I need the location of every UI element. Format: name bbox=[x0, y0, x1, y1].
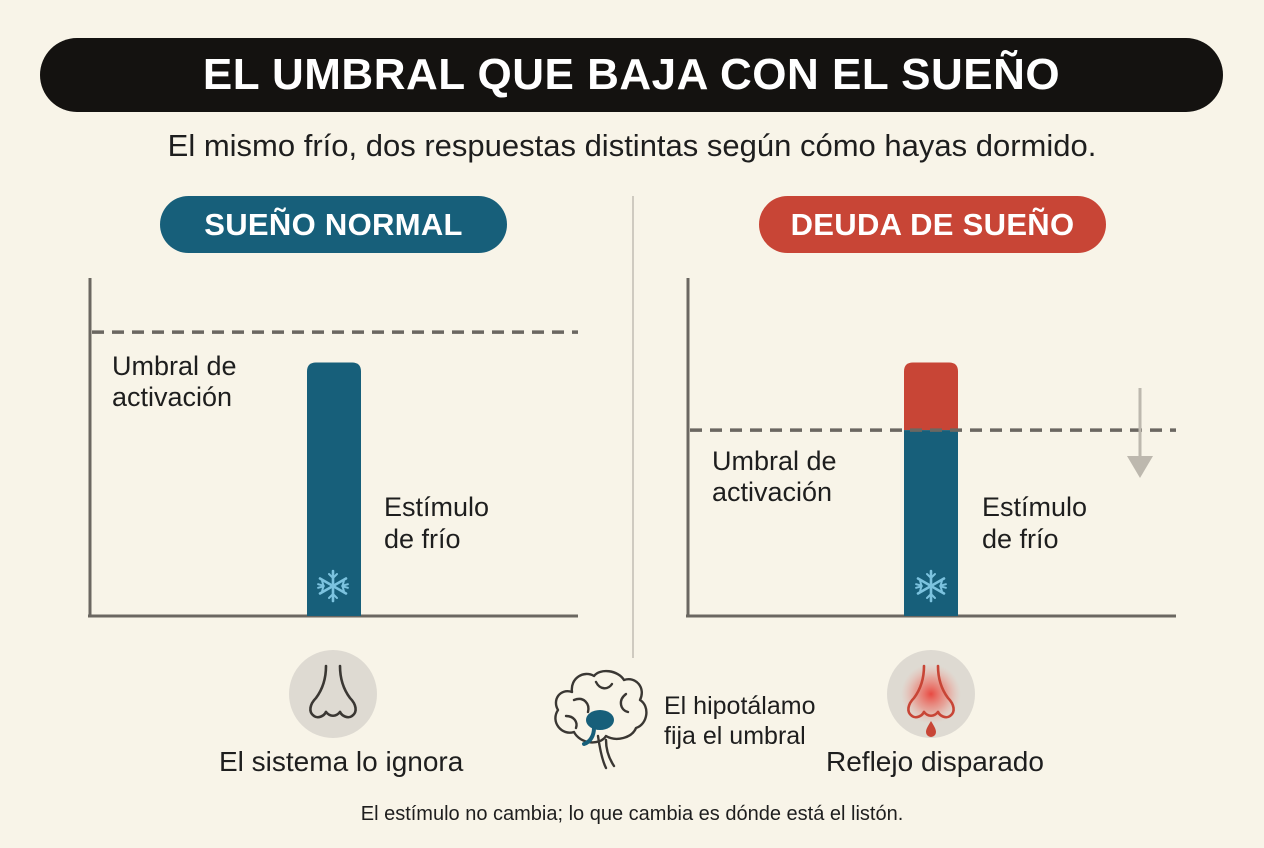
sleep-debt-badge: DEUDA DE SUEÑO bbox=[759, 196, 1106, 253]
calm-nose-circle bbox=[289, 650, 377, 738]
right-threshold-label-2: activación bbox=[712, 477, 833, 507]
normal-sleep-badge: SUEÑO NORMAL bbox=[160, 196, 507, 253]
right-stimulus-label-2: de frío bbox=[982, 524, 1059, 554]
center-note-2: fija el umbral bbox=[664, 722, 806, 750]
subtitle: El mismo frío, dos respuestas distintas … bbox=[167, 128, 1097, 163]
right-threshold-label-1: Umbral de bbox=[712, 446, 837, 476]
hypothalamus-mark bbox=[586, 710, 614, 730]
normal-caption: El sistema lo ignora bbox=[219, 746, 464, 777]
left-threshold-label-1: Umbral de bbox=[112, 351, 237, 381]
irritated-nose-icon bbox=[907, 664, 955, 719]
footer-note: El estímulo no cambia; lo que cambia es … bbox=[360, 803, 904, 825]
center-note-1: El hipotálamo bbox=[664, 692, 816, 720]
right-stimulus-label-1: Estímulo bbox=[982, 492, 1088, 522]
irritation-glow bbox=[901, 664, 961, 724]
title-banner: EL UMBRAL QUE BAJA CON EL SUEÑO bbox=[40, 38, 1223, 112]
threshold-down-arrow-icon bbox=[1127, 388, 1153, 478]
right-stimulus-excess-bar bbox=[904, 362, 958, 431]
left-stimulus-label-1: Estímulo bbox=[384, 492, 490, 522]
brain-icon bbox=[554, 669, 648, 770]
page-title: EL UMBRAL QUE BAJA CON EL SUEÑO bbox=[202, 50, 1061, 99]
left-stimulus-bar bbox=[307, 362, 361, 616]
left-threshold-label-2: activación bbox=[112, 382, 233, 412]
panel-divider bbox=[632, 196, 634, 658]
left-stimulus-label-2: de frío bbox=[384, 524, 461, 554]
debt-caption: Reflejo disparado bbox=[826, 746, 1044, 777]
drip-icon bbox=[926, 721, 936, 737]
nose-icon bbox=[309, 664, 357, 719]
